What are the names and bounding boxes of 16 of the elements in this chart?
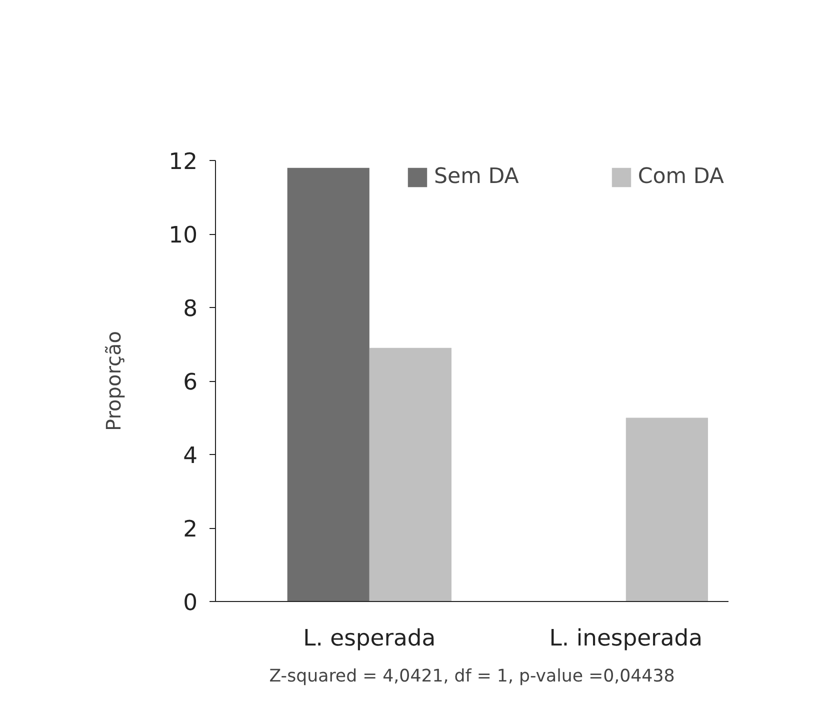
y-tick-label: 2 [183,516,198,542]
bar [626,418,708,602]
y-tick-label: 8 [183,296,198,322]
y-tick-label: 0 [183,590,198,616]
text: Z-squared = 4,0421, df = 1, p-value =0,04438 [269,666,675,686]
legend-label: Sem DA [434,164,519,189]
x-tick-label: L. inesperada [549,626,703,652]
x-tick-label: L. esperada [303,626,436,652]
y-tick-label: 10 [168,222,198,248]
y-tick-label: 6 [183,370,198,396]
legend-label: Com DA [638,164,724,189]
bar [287,168,370,602]
y-tick-label: 12 [168,149,198,175]
bar [369,348,452,602]
y-tick-label: 4 [183,443,198,469]
y-axis-title: Proporção [102,331,126,431]
